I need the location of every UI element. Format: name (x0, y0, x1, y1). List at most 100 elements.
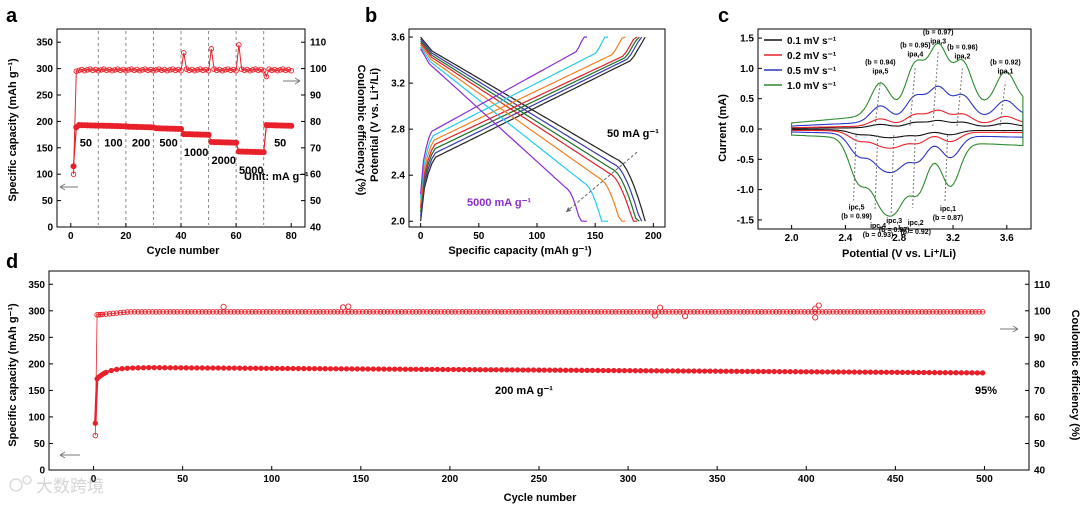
panel-c-cathodic-peak-label: ipc,1 (940, 206, 956, 213)
panel-d-ce-point (374, 309, 380, 315)
panel-d-ce-point (406, 309, 412, 315)
panel-a-ce-point (241, 67, 248, 74)
panel-d-ytick-label: 200 (28, 359, 45, 370)
watermark-logo-icon (9, 478, 23, 492)
panel-d-ce-point (295, 309, 302, 315)
panel-a-ce-point (247, 67, 253, 74)
panel-b-annotation-50: 50 mA g⁻¹ (607, 128, 659, 140)
panel-a-ce-point (169, 66, 176, 72)
panel-d-ce-point (548, 309, 555, 315)
panel-b-charge-curve (420, 36, 638, 208)
panel-d-ce-point (377, 309, 384, 315)
panel-a-ce-point (125, 67, 132, 73)
panel-d-ce-point (399, 309, 405, 315)
panel-d-capacity-point (514, 367, 521, 373)
panel-d-ce-point (313, 309, 320, 315)
panel-a-ce-point (70, 171, 77, 177)
panel-d-ce-point (174, 309, 181, 315)
panel-a-ylabel: Specific capacity (mAh g⁻¹) (7, 58, 19, 202)
panel-a-y2tick-label: 80 (310, 117, 322, 128)
panel-d-capacity-point (269, 365, 275, 372)
panel-d-ce-point (484, 309, 491, 315)
panel-c-xlabel: Potential (V vs. Li⁺/Li) (842, 248, 956, 260)
panel-d-ce-point (926, 309, 932, 315)
panel-d-left-axis-arrow (59, 451, 80, 459)
panel-a-ce-point (266, 66, 272, 72)
panel-d-ce-line (94, 311, 985, 436)
panel-d-ce-point (185, 309, 191, 315)
panel-a-right-axis-arrow (283, 77, 301, 85)
panel-d-ce-point (755, 309, 761, 315)
panel-d-capacity-point (835, 369, 841, 375)
panel-b-ytick-label: 3.6 (391, 33, 405, 44)
panel-d-capacity-point (301, 365, 307, 372)
panel-d-capacity-point (466, 366, 473, 373)
panel-d-capacity-point (119, 366, 125, 372)
panel-d-ce-point (281, 309, 287, 315)
panel-d-ce-point (677, 309, 683, 315)
panel-a-ce-point (236, 42, 242, 48)
panel-d-ce-point (434, 309, 441, 315)
panel-d-ce-point (502, 309, 508, 315)
panel-d-capacity-point (231, 365, 237, 371)
panel-d-capacity-point (247, 365, 253, 371)
panel-a-ce-point (84, 67, 91, 73)
panel-d-ce-point (766, 309, 772, 315)
panel-d-ce-point (873, 309, 879, 315)
panel-a-ce-point (76, 67, 82, 74)
panel-a-ce-point (244, 66, 250, 73)
panel-d-ce-point (791, 309, 797, 315)
panel-d-capacity-point (194, 365, 200, 371)
panel-d-ce-point (612, 309, 619, 315)
panel-d-ce-point (570, 309, 576, 315)
panel-d-capacity-point (830, 369, 836, 375)
panel-d-ce-point (213, 309, 220, 315)
panel-d-capacity-point (162, 365, 168, 371)
panel-c-ytick-label: 1.0 (740, 64, 754, 75)
panel-b-xtick-label: 150 (587, 231, 604, 242)
panel-d-capacity-point (974, 370, 980, 376)
panel-b-charge-curve (420, 36, 626, 204)
panel-d-ce-point (356, 309, 362, 315)
panel-c-legend-label: 1.0 mV s⁻¹ (787, 81, 837, 92)
panel-c-ytick-label: 0.5 (740, 94, 754, 105)
panel-a-unit-label: Unit: mA g⁻¹ (244, 171, 309, 183)
panel-d-ce-point (124, 309, 131, 315)
panel-d-capacity-point (365, 366, 371, 372)
panel-d-ce-point (641, 309, 647, 315)
panel-d-ce-point (851, 309, 858, 315)
panel-d-capacity-point (482, 367, 489, 373)
panel-c-ylabel: Current (mA) (717, 94, 729, 162)
panel-c-cathodic-b-value: (b = 0.99) (841, 214, 872, 221)
panel-d-ce-point (384, 309, 391, 315)
panel-d-ce-point (427, 309, 434, 315)
panel-d-ce-point (156, 309, 163, 315)
panel-a-rate-label: 100 (104, 138, 122, 150)
panel-d-ce-point (441, 309, 448, 315)
panel-d-capacity-point (381, 366, 387, 372)
panel-d-capacity-point (776, 368, 783, 375)
panel-d-ce-point (545, 309, 551, 315)
panel-d-ce-point (445, 309, 451, 315)
panel-d-long-cycling: 0 50 100 150 200 250 300 350 400 450 500 0 50 100 150 2… (28, 270, 1051, 485)
panel-d-capacity-point (675, 368, 681, 374)
panel-d-ce-point (181, 309, 188, 315)
panel-d-ce-point (331, 309, 337, 315)
panel-d-ce-point (801, 309, 808, 315)
panel-c-legend-label: 0.1 mV s⁻¹ (787, 36, 837, 47)
panel-d-rate-label: 200 mA g⁻¹ (495, 385, 553, 397)
panel-b-ytick-label: 2.8 (391, 125, 405, 136)
panel-a-ce-point (189, 66, 195, 73)
panel-d-ce-point (919, 309, 925, 315)
panel-d-capacity-point (659, 368, 665, 374)
panel-d-capacity-point (728, 368, 735, 374)
panel-d-ce-point (623, 309, 630, 315)
panel-a-rate-label: 50 (274, 138, 286, 150)
panel-d-capacity-point (841, 369, 847, 375)
panel-d-ce-point (962, 309, 968, 315)
panel-a-capacity-point (233, 139, 240, 146)
panel-a-ce-point (282, 67, 289, 74)
panel-d-capacity-point (910, 369, 916, 376)
panel-d-capacity-point (509, 367, 515, 373)
panel-d-ce-point (178, 309, 184, 315)
